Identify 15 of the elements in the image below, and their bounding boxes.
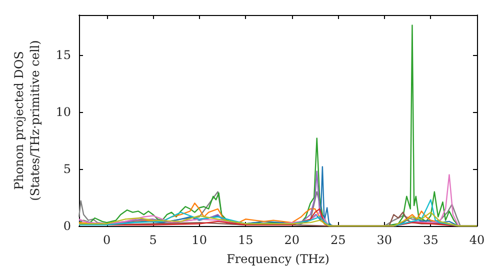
y-tick-label: 5 — [63, 162, 71, 176]
x-tick-label: 0 — [102, 233, 111, 247]
x-tick-label: 15 — [238, 233, 254, 247]
y-tick-label: 15 — [56, 48, 71, 62]
x-tick-label: 30 — [376, 233, 392, 247]
x-tick-label: 40 — [469, 233, 485, 247]
y-axis-title: Phonon projected DOS (States/THz·primitive cell) — [12, 40, 42, 201]
x-tick-label: 10 — [192, 233, 207, 247]
x-tick-label: 5 — [149, 233, 157, 247]
y-tick-label: 0 — [63, 219, 71, 233]
x-axis-title: Frequency (THz) — [226, 252, 330, 266]
x-tick-label: 35 — [423, 233, 438, 247]
y-tick-label: 10 — [56, 104, 71, 119]
x-tick-label: 25 — [330, 233, 346, 247]
x-tick-label: 20 — [284, 233, 300, 247]
